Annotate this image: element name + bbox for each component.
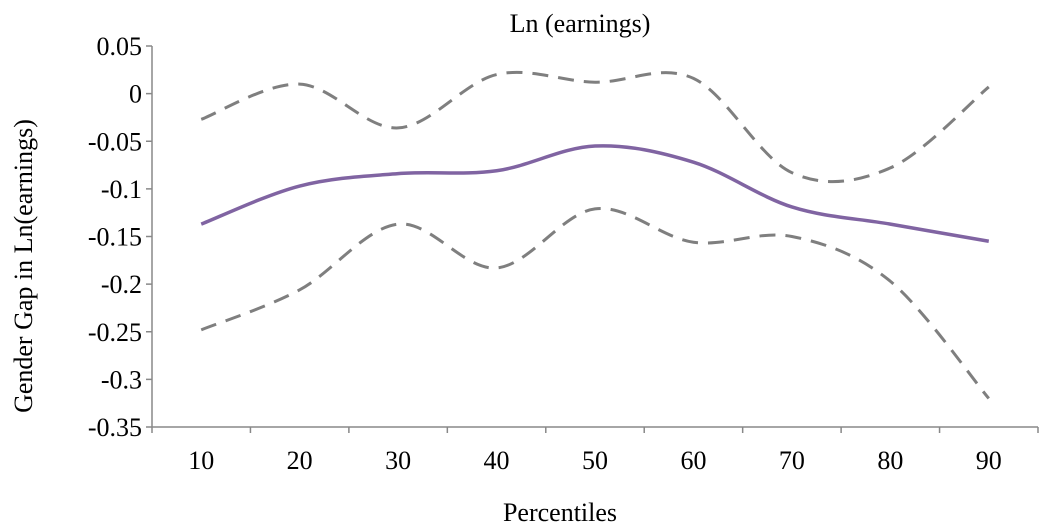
y-tick-label: 0.05 (97, 32, 143, 61)
x-tick-label: 10 (188, 446, 214, 475)
x-tick-label: 80 (877, 446, 903, 475)
y-axis-label: Gender Gap in Ln(earnings) (9, 119, 38, 413)
series-line-upper-ci (200, 70, 990, 184)
x-tick-label: 70 (779, 446, 805, 475)
x-tick-label: 30 (385, 446, 411, 475)
y-tick-label: -0.15 (88, 223, 142, 252)
x-tick-label: 60 (680, 446, 706, 475)
series-line-gap (200, 144, 990, 243)
x-tick-label: 20 (287, 446, 313, 475)
y-tick-label: -0.05 (88, 127, 142, 156)
y-ticks: 0.05 0 -0.05 -0.1 -0.15 -0.2 -0.25 -0.3 -0.35 (88, 32, 152, 442)
y-tick-label: 0 (129, 80, 142, 109)
y-tick-label: -0.1 (101, 175, 142, 204)
y-tick-label: -0.35 (88, 413, 142, 442)
y-tick-label: -0.3 (101, 365, 142, 394)
series-line-lower-ci (200, 207, 990, 400)
y-tick-label: -0.2 (101, 270, 142, 299)
x-tick-label: 50 (582, 446, 608, 475)
y-tick-label: -0.25 (88, 318, 142, 347)
x-axis-label: Percentiles (503, 498, 617, 527)
series-layer (200, 70, 990, 400)
x-ticks: 10 20 30 40 50 60 70 80 90 (151, 427, 1039, 475)
chart-title: Ln (earnings) (510, 9, 651, 38)
x-tick-label: 40 (484, 446, 510, 475)
x-tick-label: 90 (976, 446, 1002, 475)
